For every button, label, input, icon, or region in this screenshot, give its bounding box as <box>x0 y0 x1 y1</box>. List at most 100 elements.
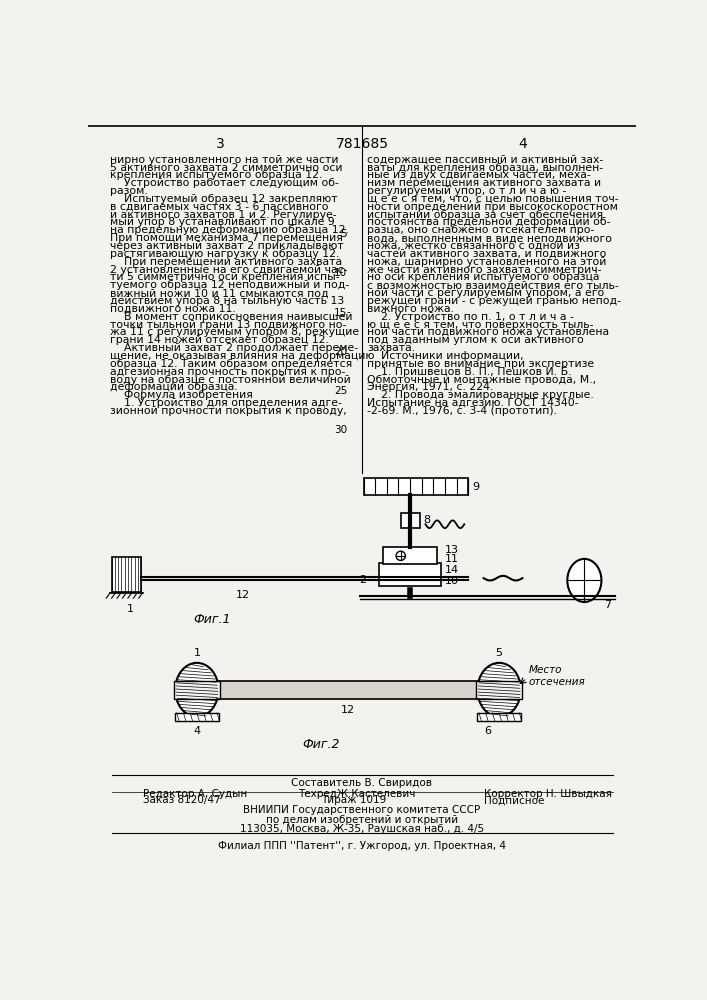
Text: 7: 7 <box>604 600 612 610</box>
Text: ности определений при высокоскоростном: ности определений при высокоскоростном <box>368 202 618 212</box>
Text: При перемещении активного захвата: При перемещении активного захвата <box>110 257 342 267</box>
Text: деформации образца.: деформации образца. <box>110 382 238 392</box>
Text: грани 14 ножей отсекает образец 12.: грани 14 ножей отсекает образец 12. <box>110 335 329 345</box>
Text: через активный захват 2 прикладывают: через активный захват 2 прикладывают <box>110 241 344 251</box>
Text: ваты для крепления образца, выполнен-: ваты для крепления образца, выполнен- <box>368 163 604 173</box>
Text: -2-69. М., 1976, с. 3-4 (прототип).: -2-69. М., 1976, с. 3-4 (прототип). <box>368 406 557 416</box>
Text: 8: 8 <box>423 515 431 525</box>
Text: вижный ножи 10 и 11 смыкаются под: вижный ножи 10 и 11 смыкаются под <box>110 288 329 298</box>
Text: 5: 5 <box>496 648 503 658</box>
Text: 1: 1 <box>127 604 134 614</box>
Text: режущей грани - с режущей гранью непод-: режущей грани - с режущей гранью непод- <box>368 296 621 306</box>
Bar <box>217 681 479 699</box>
Bar <box>477 713 521 721</box>
Text: с возможностью взаимодействия его тыль-: с возможностью взаимодействия его тыль- <box>368 280 619 290</box>
Text: 11: 11 <box>445 554 459 564</box>
Text: подвижного ножа 11.: подвижного ножа 11. <box>110 304 236 314</box>
Text: 2. Провода эмалированные круглые.: 2. Провода эмалированные круглые. <box>368 390 594 400</box>
Text: ной части подвижного ножа установлена: ной части подвижного ножа установлена <box>368 327 609 337</box>
Text: 5 активного захвата 2 симметрично оси: 5 активного захвата 2 симметрично оси <box>110 163 343 173</box>
Text: ножа, шарнирно установленного на этой: ножа, шарнирно установленного на этой <box>368 257 607 267</box>
Text: Активный захват 2 продолжает переме-: Активный захват 2 продолжает переме- <box>110 343 358 353</box>
Text: испытании образца за счет обеспечения: испытании образца за счет обеспечения <box>368 210 604 220</box>
Text: Редактор А. Судын: Редактор А. Судын <box>143 789 247 799</box>
Text: Корректор Н. Швыдкая: Корректор Н. Швыдкая <box>484 789 612 799</box>
Text: постоянства предельной деформации об-: постоянства предельной деформации об- <box>368 217 611 227</box>
Text: нирно установленного на той же части: нирно установленного на той же части <box>110 155 339 165</box>
Text: на предельную деформацию образца 12.: на предельную деформацию образца 12. <box>110 225 349 235</box>
Bar <box>112 557 141 592</box>
Bar <box>174 681 220 699</box>
Text: Заказ 8120/47: Заказ 8120/47 <box>143 795 221 805</box>
Text: 20: 20 <box>334 347 347 357</box>
Text: 12: 12 <box>236 590 250 600</box>
Text: 9: 9 <box>472 482 479 492</box>
Text: ВНИИПИ Государственного комитета СССР: ВНИИПИ Государственного комитета СССР <box>243 805 481 815</box>
Text: принятые во внимание при экспертизе: принятые во внимание при экспертизе <box>368 359 595 369</box>
Text: 12: 12 <box>341 705 355 715</box>
Text: в сдвигаемых частях 3 - 6 пассивного: в сдвигаемых частях 3 - 6 пассивного <box>110 202 329 212</box>
Text: частей активного захвата, и подвижного: частей активного захвата, и подвижного <box>368 249 607 259</box>
Text: 781685: 781685 <box>335 137 388 151</box>
Bar <box>175 713 218 721</box>
Text: содержащее пассивный и активный зах-: содержащее пассивный и активный зах- <box>368 155 604 165</box>
Text: захвата.: захвата. <box>368 343 416 353</box>
Text: 4: 4 <box>193 726 201 736</box>
Text: 5: 5 <box>341 229 347 239</box>
Text: разца, оно снабжено отсекателем про-: разца, оно снабжено отсекателем про- <box>368 225 595 235</box>
Ellipse shape <box>567 559 602 602</box>
Text: Устройство работает следующим об-: Устройство работает следующим об- <box>110 178 339 188</box>
Text: жа 11 с регулируемым упором 8, режущие: жа 11 с регулируемым упором 8, режущие <box>110 327 359 337</box>
Text: адгезионная прочность покрытия к про-: адгезионная прочность покрытия к про- <box>110 367 346 377</box>
Text: мый упор 8 устанавливают по шкале 9: мый упор 8 устанавливают по шкале 9 <box>110 217 335 227</box>
Text: 30: 30 <box>334 425 347 435</box>
Text: Испытуемый образец 12 закрепляют: Испытуемый образец 12 закрепляют <box>110 194 338 204</box>
Text: щ е е с я тем, что, с целью повышения точ-: щ е е с я тем, что, с целью повышения то… <box>368 194 619 204</box>
Text: Энергия, 1971, с. 224.: Энергия, 1971, с. 224. <box>368 382 493 392</box>
Bar <box>363 478 468 495</box>
Text: 13: 13 <box>445 545 459 555</box>
Text: крепления испытуемого образца 12.: крепления испытуемого образца 12. <box>110 170 322 180</box>
Text: В момент соприкосновения наивысшей: В момент соприкосновения наивысшей <box>110 312 353 322</box>
Text: 4: 4 <box>518 137 527 151</box>
Text: Место
отсечения: Место отсечения <box>529 665 585 687</box>
Bar <box>476 681 522 699</box>
Text: 25: 25 <box>334 386 347 396</box>
Bar <box>379 563 441 577</box>
Text: ной части с регулируемым упором, а его: ной части с регулируемым упором, а его <box>368 288 604 298</box>
Text: 15: 15 <box>334 308 347 318</box>
Text: При помощи механизма 7 перемещения: При помощи механизма 7 перемещения <box>110 233 343 243</box>
Text: образца 12. Таким образом определяется: образца 12. Таким образом определяется <box>110 359 352 369</box>
Text: 1. Пришвецов В. П., Пешков И. Б.: 1. Пришвецов В. П., Пешков И. Б. <box>368 367 572 377</box>
Text: ю щ е е с я тем, что поверхность тыль-: ю щ е е с я тем, что поверхность тыль- <box>368 320 594 330</box>
Text: вижного ножа.: вижного ножа. <box>368 304 455 314</box>
Text: 10: 10 <box>334 268 347 278</box>
Text: и активного захватов 1 и 2. Регулируе-: и активного захватов 1 и 2. Регулируе- <box>110 210 337 220</box>
Text: ТехредЖ.Кастелевич: ТехредЖ.Кастелевич <box>298 789 415 799</box>
Bar <box>379 577 441 586</box>
Text: Фиг.2: Фиг.2 <box>302 738 339 751</box>
Ellipse shape <box>477 663 521 717</box>
Text: воду на образце с постоянной величиной: воду на образце с постоянной величиной <box>110 375 351 385</box>
Circle shape <box>396 551 405 560</box>
Text: щение, не оказывая влияния на деформацию: щение, не оказывая влияния на деформацию <box>110 351 375 361</box>
Text: по делам изобретений и открытий: по делам изобретений и открытий <box>266 815 458 825</box>
Ellipse shape <box>175 663 218 717</box>
Text: же части активного захвата симметрич-: же части активного захвата симметрич- <box>368 265 602 275</box>
Text: регулируемый упор, о т л и ч а ю -: регулируемый упор, о т л и ч а ю - <box>368 186 567 196</box>
Text: 113035, Москва, Ж-35, Раушская наб., д. 4/5: 113035, Москва, Ж-35, Раушская наб., д. … <box>240 824 484 834</box>
Text: Фиг.1: Фиг.1 <box>194 613 231 626</box>
Text: 10: 10 <box>445 576 459 586</box>
Text: под заданным углом к оси активного: под заданным углом к оси активного <box>368 335 584 345</box>
Text: 2 установленные на его сдвигаемой час-: 2 установленные на его сдвигаемой час- <box>110 265 348 275</box>
Text: Составитель В. Свиридов: Составитель В. Свиридов <box>291 778 433 788</box>
Text: действием упора 8 на тыльную часть 13: действием упора 8 на тыльную часть 13 <box>110 296 344 306</box>
Text: Источники информации,: Источники информации, <box>368 351 524 361</box>
Text: Тираж 1019: Тираж 1019 <box>321 795 386 805</box>
Text: 1. Устройство для определения адге-: 1. Устройство для определения адге- <box>110 398 342 408</box>
Text: ные из двух сдвигаемых частей, меха-: ные из двух сдвигаемых частей, меха- <box>368 170 591 180</box>
Bar <box>383 547 437 564</box>
Text: разом.: разом. <box>110 186 148 196</box>
Text: Подписное: Подписное <box>484 795 544 805</box>
Text: Обмоточные и монтажные провода, М.,: Обмоточные и монтажные провода, М., <box>368 375 597 385</box>
